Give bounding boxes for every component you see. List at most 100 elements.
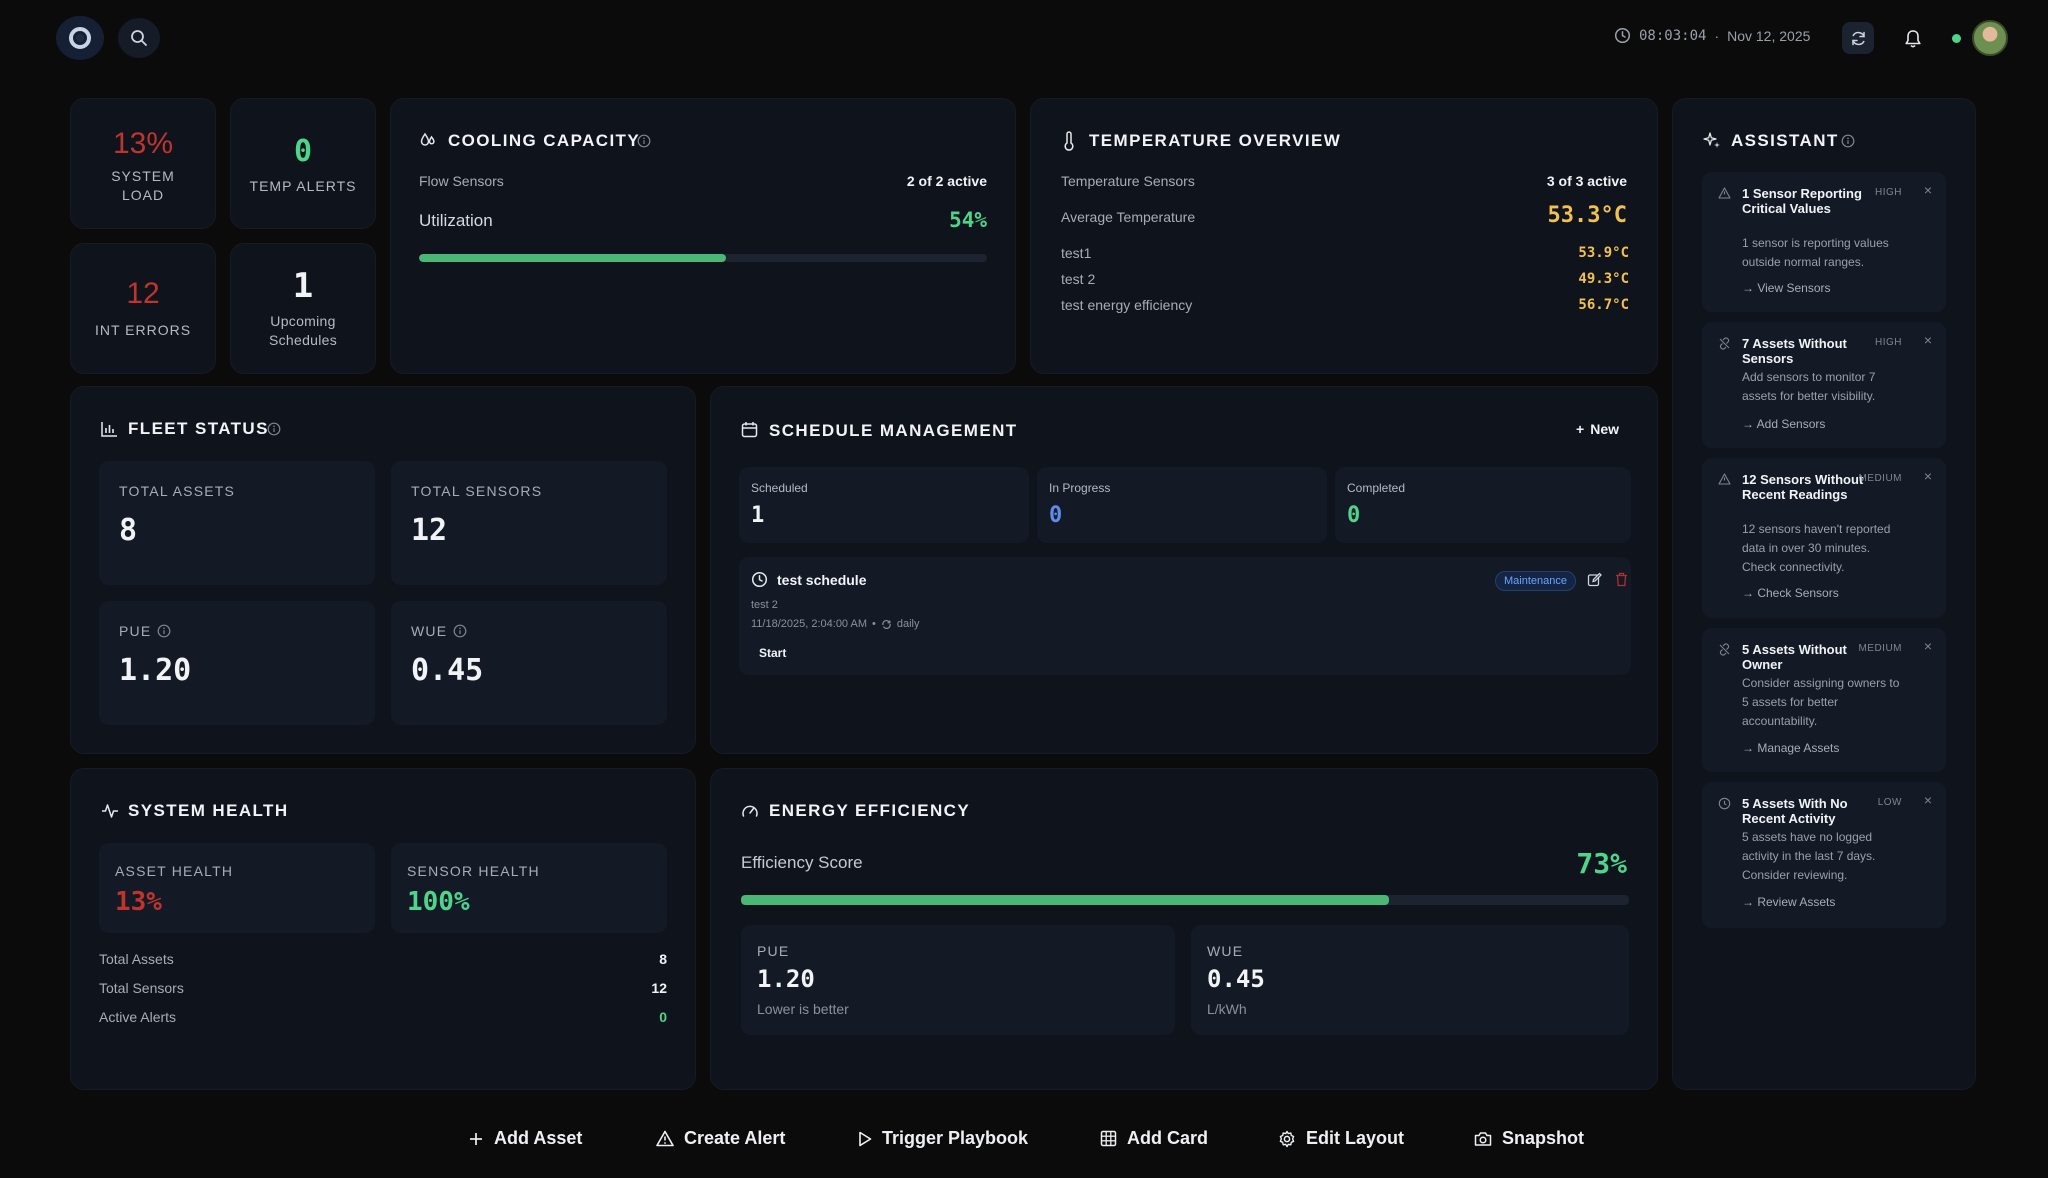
- total-sensors-tile: TOTAL SENSORS 12: [391, 461, 667, 585]
- assistant-card[interactable]: 5 Assets With No Recent Activity LOW × 5…: [1702, 782, 1946, 928]
- schedule-name: test schedule: [777, 572, 867, 588]
- energy-title: ENERGY EFFICIENCY: [769, 801, 971, 820]
- list-item: Active Alerts 0: [99, 1009, 667, 1038]
- total-sensors-label: TOTAL SENSORS: [411, 483, 543, 499]
- schedule-when: 11/18/2025, 2:04:00 AM: [751, 618, 867, 630]
- severity-badge: MEDIUM: [1858, 473, 1902, 484]
- time-separator: ·: [1714, 27, 1720, 44]
- stat-label: Total Assets: [99, 951, 174, 967]
- add-card-button[interactable]: Add Card: [1100, 1128, 1208, 1149]
- assistant-card[interactable]: 1 Sensor Reporting Critical Values HIGH …: [1702, 172, 1946, 312]
- stat-label: Active Alerts: [99, 1009, 177, 1025]
- info-icon[interactable]: [157, 624, 171, 638]
- assistant-card-desc: Add sensors to monitor 7 assets for bett…: [1742, 370, 1876, 403]
- efficiency-bar: [741, 895, 1629, 905]
- plus-icon: +: [1576, 421, 1585, 437]
- new-schedule-button[interactable]: + New: [1576, 421, 1619, 437]
- assistant-card[interactable]: 7 Assets Without Sensors HIGH × Add sens…: [1702, 322, 1946, 448]
- assistant-card-action[interactable]: → Check Sensors: [1742, 586, 1839, 600]
- action-label: Check Sensors: [1757, 586, 1839, 600]
- assistant-card[interactable]: 5 Assets Without Owner MEDIUM × Consider…: [1702, 628, 1946, 772]
- severity-badge: HIGH: [1875, 187, 1902, 198]
- clock-readout: 08:03:04 · Nov 12, 2025: [1614, 27, 1810, 44]
- energy-pue-label: PUE: [757, 943, 790, 959]
- system-health-card: SYSTEM HEALTH ASSET HEALTH 13% SENSOR HE…: [70, 768, 696, 1090]
- schedule-item[interactable]: test schedule test 2 11/18/2025, 2:04:00…: [739, 557, 1631, 675]
- stat-value: 8: [659, 951, 667, 967]
- sensor-health-label: SENSOR HEALTH: [407, 863, 540, 879]
- asset-health-value: 13%: [115, 887, 162, 917]
- upcoming-value: 1: [292, 266, 314, 306]
- add-card-label: Add Card: [1127, 1128, 1208, 1148]
- assistant-card-action[interactable]: → Manage Assets: [1742, 741, 1839, 755]
- dismiss-button[interactable]: ×: [1923, 468, 1932, 484]
- current-date: Nov 12, 2025: [1727, 27, 1811, 44]
- assistant-card-title: 7 Assets Without Sensors: [1742, 336, 1847, 366]
- droplets-icon: [419, 131, 437, 149]
- camera-icon: [1474, 1131, 1492, 1147]
- assistant-card-action[interactable]: → Review Assets: [1742, 895, 1835, 909]
- search-button[interactable]: [118, 18, 160, 58]
- info-icon[interactable]: [453, 624, 467, 638]
- assistant-card-title: 5 Assets With No Recent Activity: [1742, 796, 1848, 826]
- search-icon: [130, 29, 148, 47]
- snapshot-button[interactable]: Snapshot: [1474, 1128, 1584, 1149]
- temp-sensor-list: test1 53.9°C test 2 49.3°C test energy e…: [1061, 245, 1629, 323]
- list-item: Total Sensors 12: [99, 980, 667, 1009]
- dismiss-button[interactable]: ×: [1923, 332, 1932, 348]
- dismiss-button[interactable]: ×: [1923, 638, 1932, 654]
- add-asset-button[interactable]: Add Asset: [468, 1128, 582, 1149]
- dismiss-button[interactable]: ×: [1923, 182, 1932, 198]
- efficiency-score-value: 73%: [1576, 847, 1627, 880]
- arrow-right-icon: →: [1742, 281, 1754, 295]
- int-errors-value: 12: [126, 277, 160, 310]
- current-time: 08:03:04: [1639, 27, 1707, 44]
- assistant-card-title: 12 Sensors Without Recent Readings: [1742, 472, 1864, 502]
- assistant-title: ASSISTANT: [1731, 131, 1839, 150]
- assistant-card-action[interactable]: → Add Sensors: [1742, 417, 1825, 431]
- warning-icon: [656, 1130, 674, 1147]
- snapshot-label: Snapshot: [1502, 1128, 1585, 1148]
- list-item: test1 53.9°C: [1061, 245, 1629, 271]
- info-icon[interactable]: [637, 134, 651, 148]
- info-icon[interactable]: [1841, 134, 1855, 148]
- energy-wue-tile: WUE 0.45 L/kWh: [1191, 925, 1629, 1035]
- assistant-card-action[interactable]: → View Sensors: [1742, 281, 1831, 295]
- assistant-card[interactable]: 12 Sensors Without Recent Readings MEDIU…: [1702, 458, 1946, 618]
- assistant-card-desc: 12 sensors haven't reported data in over…: [1742, 522, 1891, 574]
- energy-efficiency-card: ENERGY EFFICIENCY Efficiency Score 73% P…: [710, 768, 1658, 1090]
- utilization-label: Utilization: [419, 211, 493, 230]
- utilization-bar: [419, 254, 987, 262]
- assistant-card-title: 5 Assets Without Owner: [1742, 642, 1847, 672]
- total-assets-value: 8: [119, 513, 138, 548]
- wue-value: 0.45: [411, 653, 484, 688]
- info-icon[interactable]: [267, 422, 281, 436]
- bell-icon: [1904, 29, 1922, 49]
- wue-label: WUE: [411, 623, 448, 639]
- avatar[interactable]: [1972, 20, 2008, 56]
- schedule-title: SCHEDULE MANAGEMENT: [769, 421, 1018, 440]
- kpi-system-load: 13% SYSTEM LOAD: [70, 98, 216, 229]
- app-logo[interactable]: [56, 16, 104, 60]
- energy-pue-note: Lower is better: [757, 1001, 849, 1017]
- utilization-bar-fill: [419, 254, 726, 262]
- trigger-playbook-button[interactable]: Trigger Playbook: [858, 1128, 1028, 1149]
- refresh-button[interactable]: [1842, 22, 1874, 54]
- wue-tile: WUE 0.45: [391, 601, 667, 725]
- health-title: SYSTEM HEALTH: [128, 801, 289, 820]
- system-load-label: SYSTEM LOAD: [111, 168, 175, 203]
- edit-layout-button[interactable]: Edit Layout: [1278, 1128, 1404, 1149]
- edit-icon[interactable]: [1587, 572, 1602, 587]
- energy-pue-value: 1.20: [757, 965, 815, 993]
- trash-icon[interactable]: [1615, 572, 1628, 587]
- play-icon: [858, 1131, 872, 1147]
- grid-icon: [1100, 1130, 1117, 1147]
- temp-alerts-value: 0: [293, 134, 313, 169]
- new-label: New: [1590, 421, 1619, 437]
- dismiss-button[interactable]: ×: [1923, 792, 1932, 808]
- notifications-button[interactable]: [1898, 24, 1928, 54]
- start-button[interactable]: Start: [759, 646, 787, 660]
- create-alert-button[interactable]: Create Alert: [656, 1128, 785, 1149]
- warning-icon: [1718, 473, 1731, 485]
- flow-sensors-label: Flow Sensors: [419, 173, 504, 189]
